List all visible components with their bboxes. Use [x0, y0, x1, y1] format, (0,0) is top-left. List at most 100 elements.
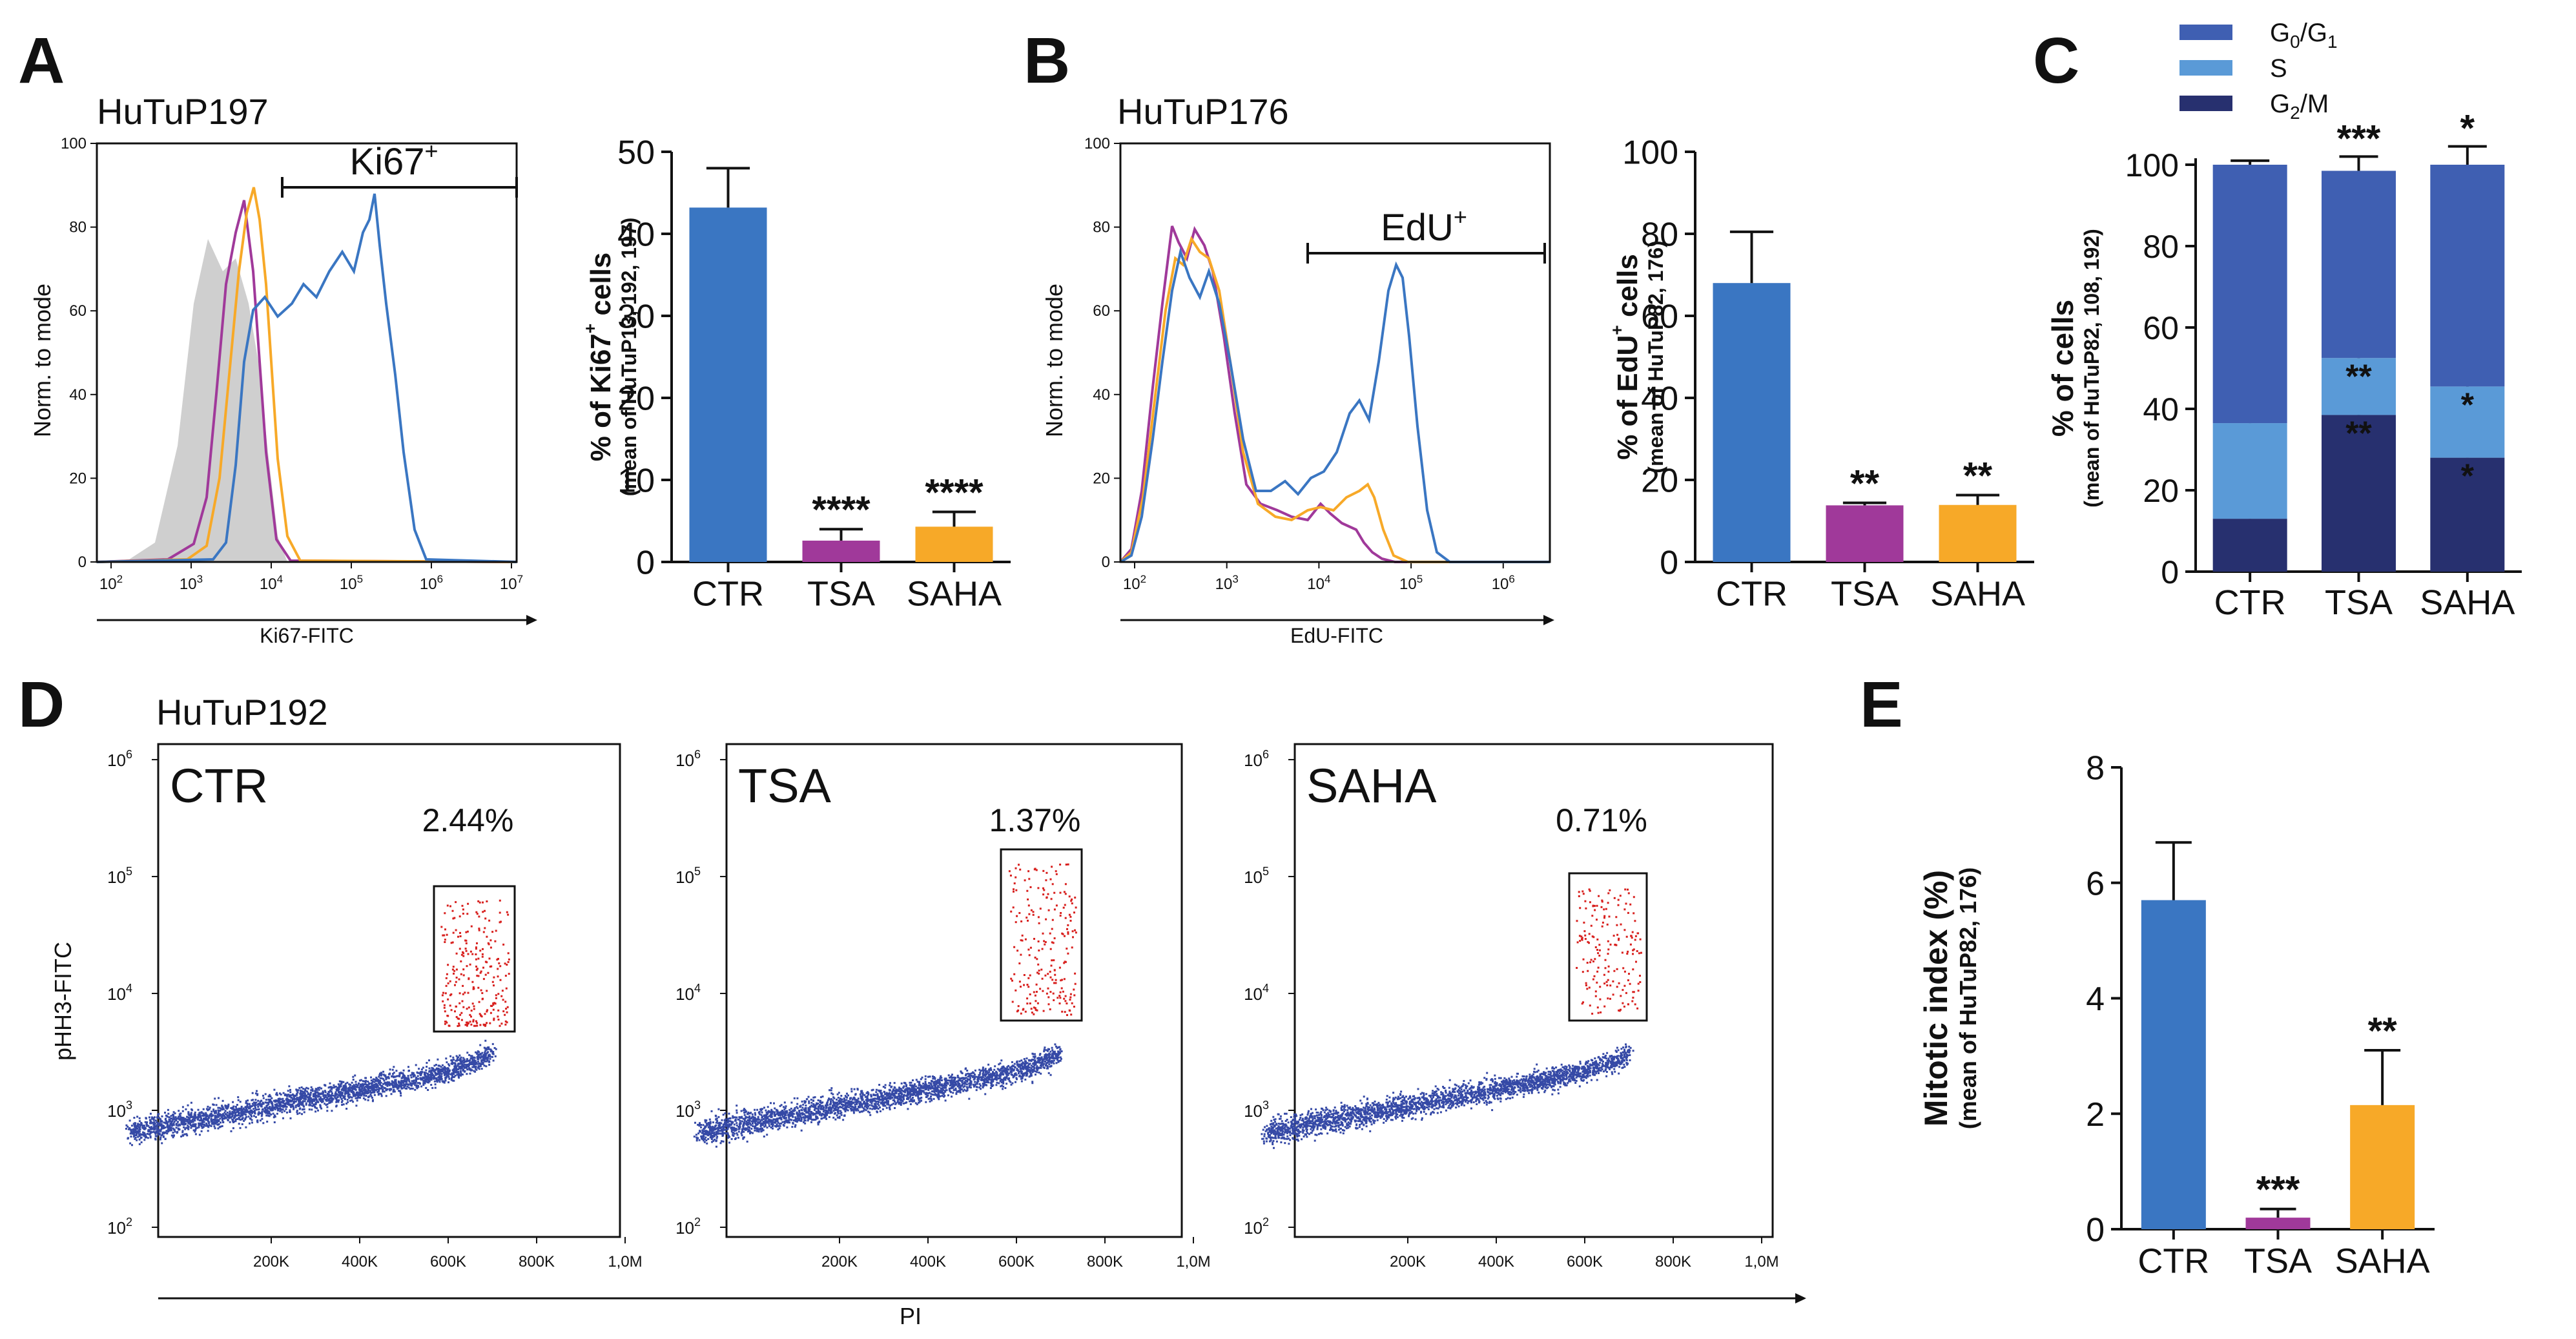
y-tick-label: 106 [107, 748, 132, 770]
dotplot-frame [157, 743, 621, 1238]
significance-marker: * [2461, 386, 2475, 424]
gated-events [440, 899, 510, 1027]
y-tick-label: 60 [69, 302, 87, 320]
y-tick-label: 20 [1093, 470, 1110, 487]
y-tick-label: 100 [1622, 134, 1678, 172]
dotplot-title: CTR [170, 759, 268, 813]
bar-segment-saha [2430, 165, 2505, 387]
bar-segment-ctr [2212, 165, 2287, 424]
significance-marker: ** [2368, 1010, 2398, 1052]
legend-swatch-s [2179, 60, 2232, 76]
y-axis-label: % of EdU+ cells [1607, 254, 1643, 460]
x-tick-label: 200K [253, 1253, 289, 1271]
x-tick-label: 102 [1123, 573, 1146, 593]
x-tick-label: 200K [1390, 1253, 1426, 1271]
histogram-a-xticks: 102 103 104 105 106 107 [99, 562, 523, 593]
histogram-a-trace-ctr [96, 193, 517, 563]
y-tick-label: 0 [78, 554, 87, 571]
y-tick-label: 80 [69, 219, 87, 236]
dotplot-saha: 102 103 104 105 106 200K 400K 600K 800K 1,0M SAHA 0… [1244, 743, 1779, 1271]
y-tick-label: 30 [617, 298, 655, 336]
significance-marker: * [2461, 458, 2475, 495]
x-tick-label: 106 [420, 573, 443, 593]
histogram-b-xticks: 102 103 104 105 106 [1123, 562, 1515, 593]
y-tick-label: 40 [2143, 391, 2179, 428]
significance-marker: * [2460, 108, 2475, 150]
gate-percentage: 1.37% [989, 802, 1081, 838]
significance-marker: ** [1963, 455, 1993, 497]
bar-segment-ctr [2212, 519, 2287, 572]
histogram-b-arrowhead [1543, 615, 1554, 625]
dotplot-events [125, 1039, 497, 1147]
dotplot-title: TSA [738, 759, 832, 813]
y-tick-label: 105 [1244, 865, 1269, 887]
x-tick-label: 104 [260, 573, 283, 593]
x-tick-label: 200K [821, 1253, 858, 1271]
gated-events [1008, 863, 1077, 1016]
histogram-b-trace-tsa [1119, 225, 1550, 563]
y-tick-label: 20 [69, 470, 87, 487]
y-tick-label: 4 [2086, 981, 2105, 1018]
x-tick-label: 1,0M [608, 1253, 642, 1271]
category-label: TSA [2325, 583, 2393, 622]
y-tick-label: 100 [2125, 147, 2179, 183]
histogram-b-trace-saha [1119, 236, 1550, 563]
bar-chart-a: 0 10 20 30 40 50 CTR TSA **** SAHA **** % of Ki67+ … [581, 134, 1011, 614]
y-tick-label: 80 [1093, 219, 1110, 236]
significance-marker: *** [2337, 118, 2381, 160]
category-label: TSA [1831, 575, 1899, 614]
y-axis-sublabel: (mean of HuTuP82, 108, 192) [2080, 229, 2103, 508]
bar-tsa [2245, 1218, 2311, 1229]
x-tick-label: 800K [1087, 1253, 1123, 1271]
gated-events [1576, 888, 1642, 1015]
histogram-b-trace-ctr [1119, 247, 1550, 563]
category-label: CTR [692, 575, 764, 614]
y-tick-label: 20 [1641, 462, 1678, 500]
histogram-b-ylabel: Norm. to mode [1041, 284, 1067, 437]
bar-chart-b: 0 20 40 60 80 100 CTR TSA ** SAHA ** % of EdU+ cell… [1607, 134, 2034, 614]
y-axis-label: Mitotic index (%) [1918, 870, 1954, 1126]
histogram-b-frame [1119, 142, 1551, 563]
y-axis-sublabel: (mean of HuTuP82, 176) [1644, 240, 1667, 473]
y-tick-label: 6 [2086, 865, 2105, 902]
histogram-b-yticks: 0 20 40 60 80 100 [1084, 135, 1120, 571]
y-tick-label: 105 [107, 865, 132, 887]
y-tick-label: 0 [1102, 554, 1110, 571]
histogram-a-isotype [97, 239, 287, 562]
y-tick-label: 105 [675, 865, 701, 887]
bar-segment-saha [2430, 386, 2505, 458]
histogram-a-sample: HuTuP197 [97, 91, 269, 132]
y-tick-label: 60 [1641, 298, 1678, 336]
x-tick-label: 105 [1399, 573, 1423, 593]
y-tick-label: 0 [2161, 554, 2179, 590]
category-label: CTR [1716, 575, 1788, 614]
significance-marker: ** [1850, 463, 1880, 505]
y-tick-label: 104 [1244, 982, 1269, 1004]
y-tick-label: 20 [617, 380, 655, 418]
y-tick-label: 10 [617, 462, 655, 500]
dotplot-ctr: 102 103 104 105 106 200K 400K 600K 800K 1,0M CTR 2.… [107, 743, 643, 1271]
y-tick-label: 0 [2086, 1212, 2105, 1249]
bar-segment-ctr [2212, 423, 2287, 519]
x-tick-label: 103 [1215, 573, 1239, 593]
x-tick-label: 400K [342, 1253, 378, 1271]
dotplot-tsa: 102 103 104 105 106 200K 400K 600K 800K 1,0M TSA 1.… [675, 743, 1211, 1271]
histogram-a-gate-label: Ki67+ [349, 138, 438, 183]
histogram-b-xlabel: EdU-FITC [1290, 624, 1383, 647]
y-tick-label: 60 [2143, 310, 2179, 346]
histogram-a-frame [96, 142, 518, 563]
y-tick-label: 106 [675, 748, 701, 770]
mitotic-gate [1568, 872, 1648, 1022]
category-label: TSA [807, 575, 875, 614]
x-tick-label: 102 [99, 573, 123, 593]
category-label: TSA [2244, 1242, 2312, 1281]
bar-segment-saha [2430, 457, 2505, 572]
significance-marker: ** [2345, 415, 2372, 452]
x-tick-label: 104 [1307, 573, 1330, 593]
y-tick-label: 100 [1084, 135, 1110, 152]
x-tick-label: 600K [430, 1253, 466, 1271]
histogram-a-yticks: 0 20 40 60 80 100 [61, 135, 97, 571]
y-tick-label: 40 [1093, 386, 1110, 404]
